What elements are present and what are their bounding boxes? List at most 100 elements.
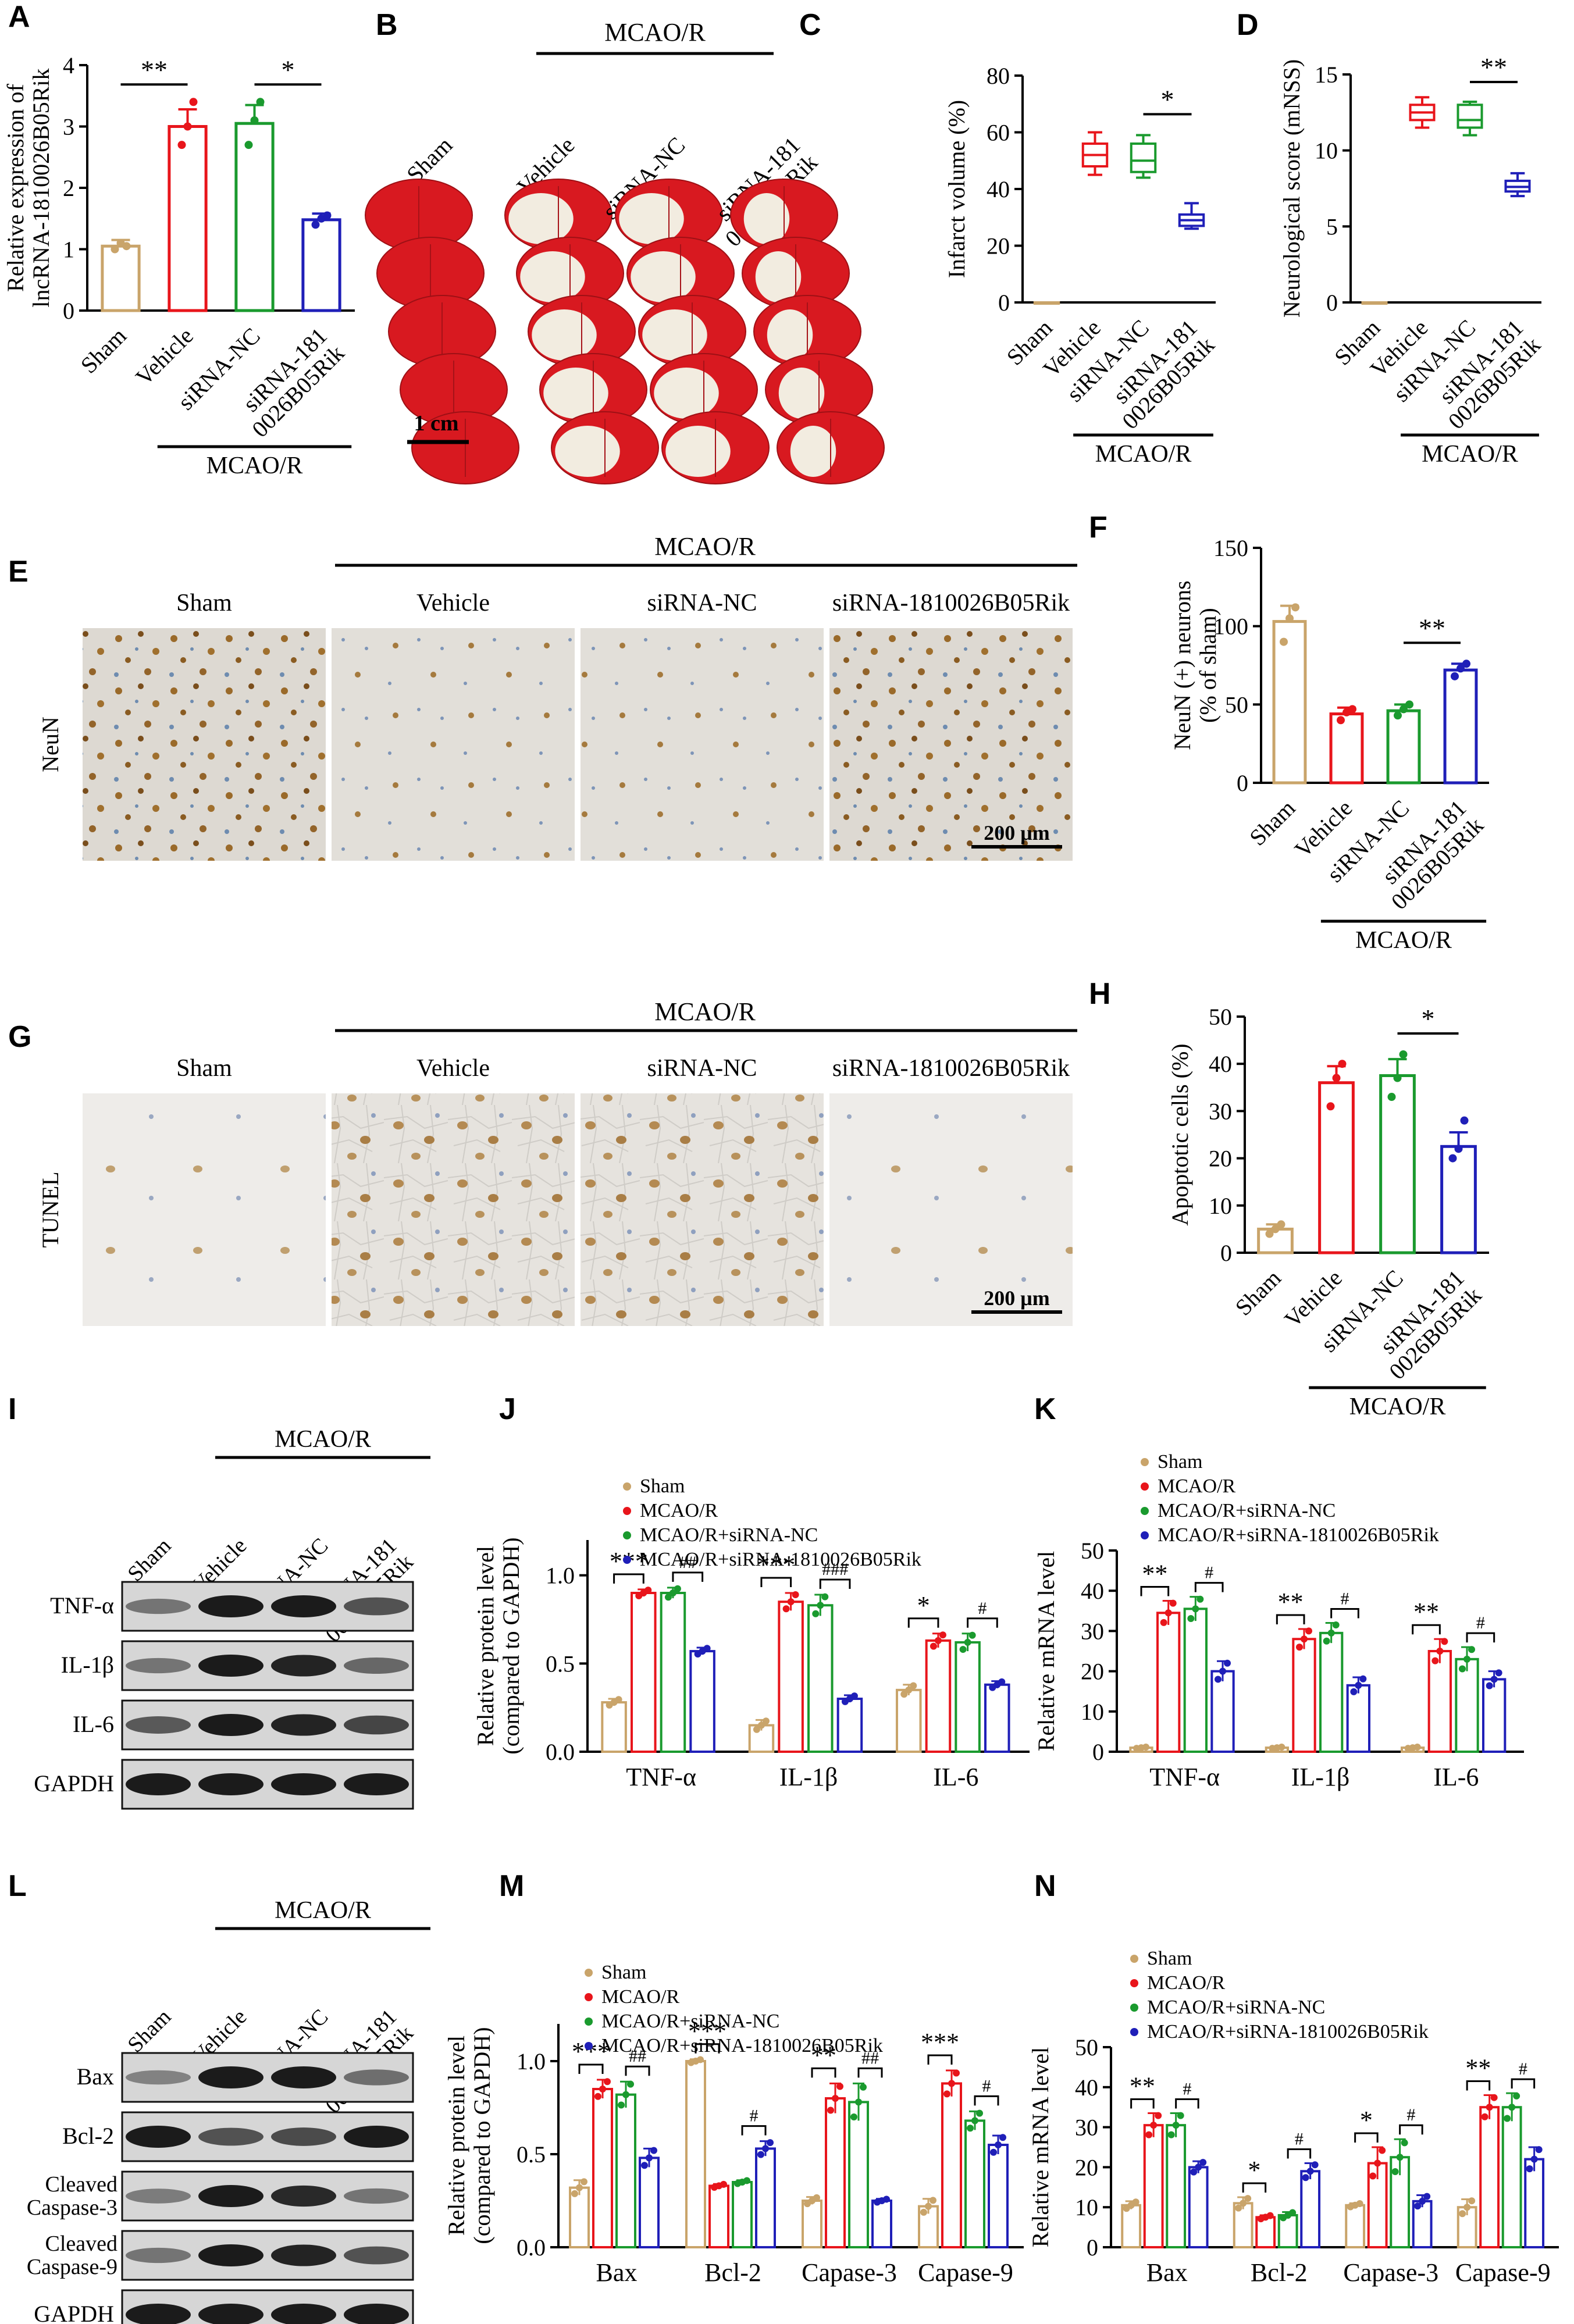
- chart-J-significance-bracket: [613, 1573, 644, 1584]
- chart-K-y-tick-label: 0: [1092, 1739, 1104, 1765]
- chart-F-point: [1394, 711, 1402, 720]
- panel-E-column-title: siRNA-1810026B05Rik: [832, 590, 1070, 616]
- panel-L-band: [344, 2304, 409, 2324]
- chart-A-x-tick-label: Vehicle: [130, 323, 198, 391]
- chart-A-point: [244, 141, 253, 149]
- chart-M-significance-bracket: [811, 2067, 836, 2078]
- chart-A-y-tick-label: 2: [63, 175, 74, 201]
- chart-M-significance-bracket: [927, 2054, 953, 2065]
- panel-G-column-title: Sham: [176, 1055, 232, 1082]
- chart-J-legend-marker: [623, 1482, 631, 1491]
- chart-F-point: [1280, 637, 1288, 646]
- chart-H-y-tick-label: 50: [1209, 1004, 1232, 1030]
- chart-H-x-tick-label-line: Sham: [1230, 1265, 1286, 1321]
- chart-M-legend-entry: MCAO/R: [601, 1986, 679, 2008]
- panel-L-row-label: Caspase-3: [27, 2195, 117, 2220]
- chart-M-point: [953, 2069, 960, 2077]
- chart-J-legend-entry: MCAO/R: [640, 1500, 718, 1521]
- panel-letter-I: I: [8, 1392, 16, 1426]
- chart-M-bar: [685, 2060, 706, 2248]
- chart-K-point: [1327, 1629, 1335, 1637]
- chart-N-point: [1266, 2212, 1274, 2219]
- chart-A-bar: [301, 218, 341, 312]
- chart-M-x-tick-label: Capase-9: [918, 2258, 1013, 2287]
- chart-A-point: [111, 245, 119, 254]
- chart-K-significance-label: #: [1476, 1613, 1485, 1632]
- chart-K-bar: [1427, 1650, 1452, 1753]
- chart-M-significance-label: ***: [688, 2017, 727, 2045]
- chart-M-bar: [708, 2184, 729, 2248]
- chart-M-y-axis-title-line: Relative protein level: [443, 2036, 469, 2236]
- chart-N-point: [1167, 2131, 1175, 2138]
- chart-K-point: [1224, 1659, 1231, 1667]
- panel-G-micrograph: [332, 1093, 575, 1326]
- chart-N-point: [1145, 2131, 1153, 2138]
- chart-M-bar: [732, 2181, 753, 2248]
- chart-K-point: [1463, 1655, 1470, 1663]
- chart-H-bar: [1440, 1145, 1477, 1254]
- brain-slice: [411, 411, 519, 484]
- chart-K-point: [1468, 1646, 1475, 1653]
- panel-L-row-label: GAPDH: [34, 2301, 114, 2324]
- chart-M-significance-bracket: [695, 2043, 720, 2054]
- chart-J-point: [817, 1602, 824, 1609]
- chart-J-legend-marker: [623, 1556, 631, 1564]
- chart-N-point: [1530, 2155, 1538, 2163]
- chart-A-bar: [168, 125, 208, 312]
- panel-L-band: [271, 2244, 336, 2266]
- chart-J-significance-bracket: [907, 1617, 939, 1628]
- chart-N-significance-bracket: [1130, 2098, 1155, 2109]
- chart-N-y-tick-label: 30: [1075, 2115, 1098, 2141]
- panel-I-group-label: MCAO/R: [275, 1426, 371, 1453]
- chart-N-legend-entry: MCAO/R: [1147, 1972, 1225, 1994]
- chart-A-x-tick-label-line: Sham: [76, 323, 131, 379]
- chart-K-significance-label: **: [1278, 1588, 1304, 1616]
- panel-letter-M: M: [499, 1869, 524, 1903]
- chart-M-y-axis-title-line: (compared to GAPDH): [469, 2027, 495, 2244]
- chart-A-y-axis-title: Relative expression of lncRNA-1810026B05R…: [2, 68, 54, 307]
- chart-K-y-tick-label: 10: [1081, 1699, 1104, 1725]
- chart-N-x-tick-label: Capase-3: [1343, 2258, 1438, 2287]
- chart-N-x-tick-label: Bcl-2: [1251, 2258, 1308, 2287]
- panel-letter-J: J: [499, 1392, 516, 1426]
- chart-N-point: [1306, 2168, 1314, 2175]
- chart-K-bar: [1183, 1607, 1208, 1753]
- panel-I-lane-label: Sham: [123, 1534, 176, 1587]
- chart-N-legend-entry: MCAO/R+siRNA-1810026B05Rik: [1147, 2021, 1429, 2043]
- panel-B-group-label: MCAO/R: [604, 18, 706, 47]
- chart-J-significance-label: #: [978, 1599, 987, 1618]
- brain-slice: [661, 411, 770, 484]
- panel-L-row-label: Bax: [77, 2063, 114, 2090]
- chart-J-bar: [631, 1592, 657, 1753]
- chart-J-point: [644, 1587, 652, 1594]
- chart-M-point: [604, 2078, 611, 2086]
- chart-K-y-tick-label: 40: [1081, 1578, 1104, 1604]
- panel-L-blot-strip: [121, 2170, 414, 2222]
- chart-M-point: [813, 2194, 820, 2201]
- chart-M-legend-entry: MCAO/R+siRNA-NC: [601, 2011, 779, 2032]
- panel-L-band: [271, 2304, 336, 2324]
- chart-H-point: [1460, 1116, 1469, 1125]
- chart-K-significance-bracket: [1194, 1582, 1224, 1592]
- chart-H-significance-label: *: [1422, 1004, 1435, 1033]
- chart-D-y-tick-label: 15: [1315, 62, 1338, 88]
- chart-K-y-tick-label: 20: [1081, 1659, 1104, 1685]
- chart-J-y-axis-title-line: (compared to GAPDH): [498, 1537, 524, 1754]
- chart-H-point: [1332, 1074, 1341, 1082]
- chart-J-bar: [601, 1701, 627, 1753]
- panel-letter-F: F: [1089, 511, 1108, 544]
- chart-N-point: [1535, 2146, 1543, 2154]
- panel-L-lane-label: Sham: [123, 2005, 176, 2058]
- chart-D-significance-label: **: [1480, 52, 1507, 82]
- chart-K-bar: [1346, 1684, 1371, 1753]
- chart-J-legend-marker: [623, 1507, 631, 1515]
- panel-G-scale-label: 200 μm: [984, 1286, 1049, 1310]
- panel-L-row-label: Cleaved: [45, 2232, 117, 2256]
- chart-M-significance-label: ***: [572, 2037, 610, 2066]
- chart-D-y-tick-label: 0: [1326, 290, 1338, 316]
- chart-N-legend-marker: [1130, 2028, 1138, 2036]
- chart-C-y-axis-title: Infarct volume (%): [943, 100, 970, 279]
- chart-N-point: [1513, 2092, 1520, 2100]
- chart-M-bar: [871, 2200, 892, 2248]
